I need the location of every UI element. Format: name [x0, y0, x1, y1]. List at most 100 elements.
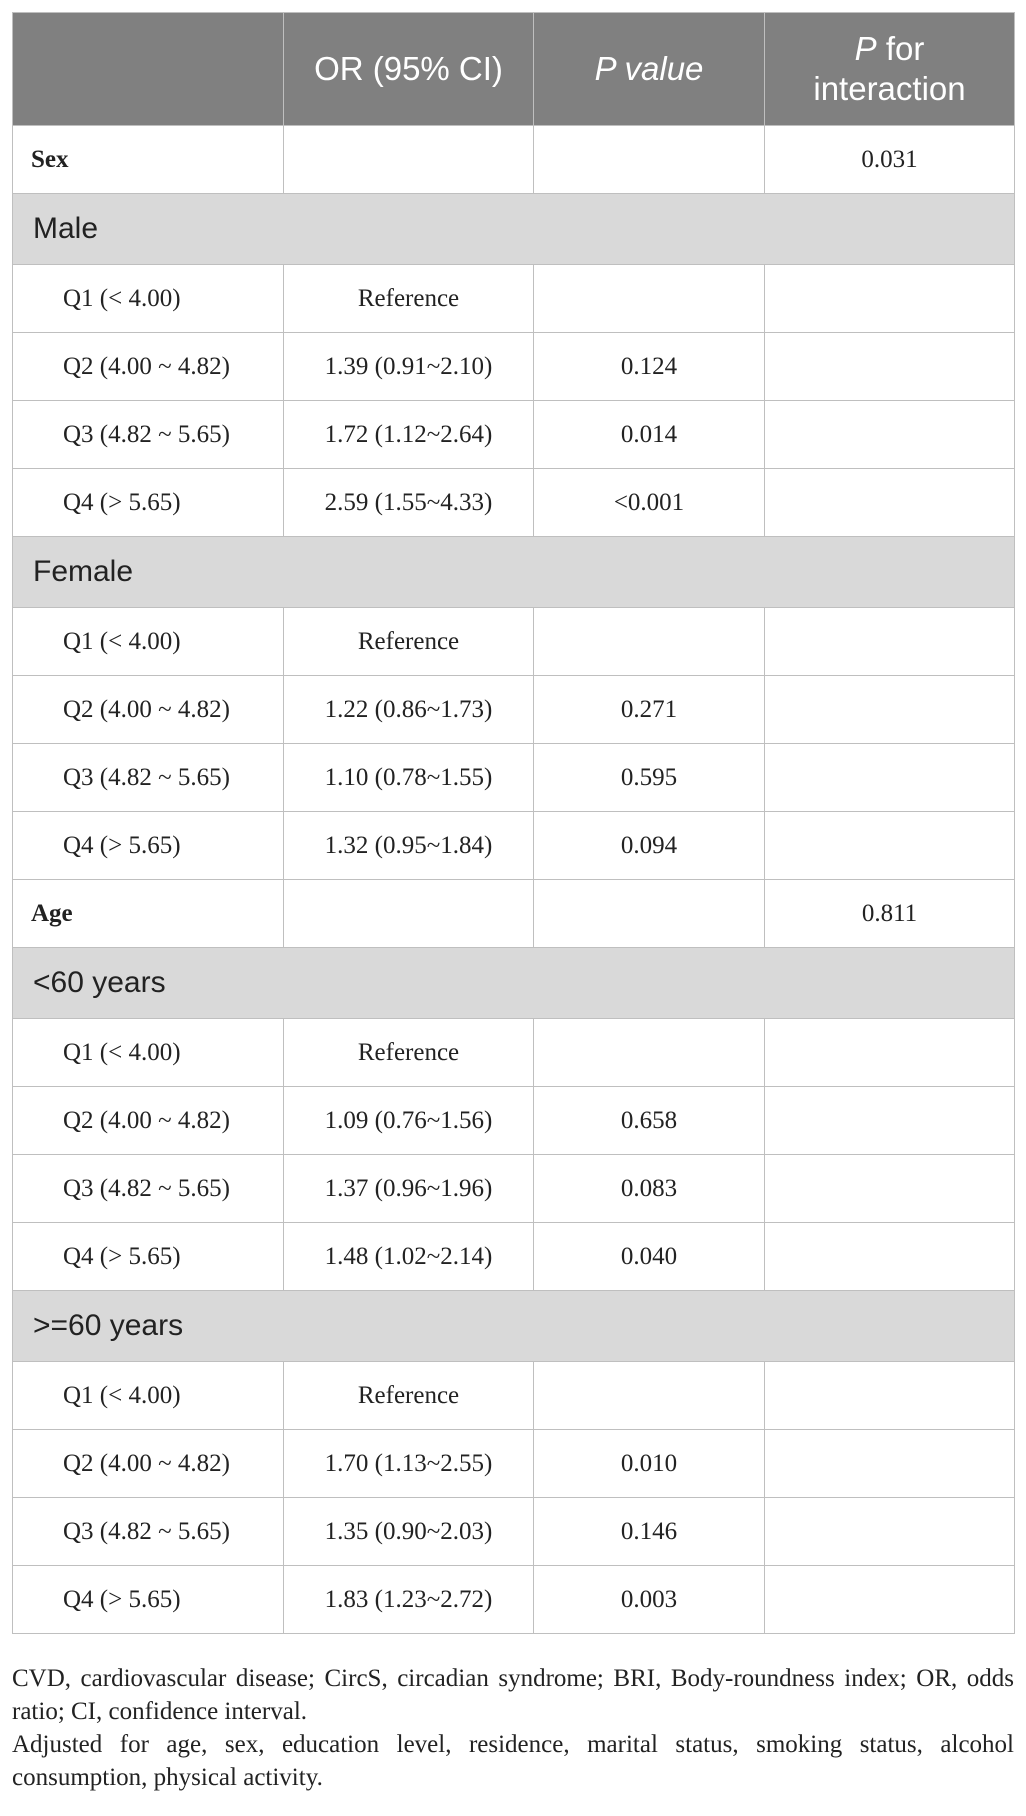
p-cell: 0.010 [533, 1429, 765, 1498]
cell [764, 743, 1015, 812]
or-cell: Reference [283, 1018, 534, 1087]
or-cell: 1.48 (1.02~2.14) [283, 1222, 534, 1291]
row-label: Q1 (< 4.00) [12, 1018, 284, 1087]
row-label: Q3 (4.82 ~ 5.65) [12, 1497, 284, 1566]
header-or: OR (95% CI) [283, 12, 534, 126]
p-cell: <0.001 [533, 468, 765, 537]
cell [283, 879, 534, 948]
data-row: Q2 (4.00 ~ 4.82) 1.39 (0.91~2.10) 0.124 [12, 332, 1015, 401]
row-label: Q3 (4.82 ~ 5.65) [12, 743, 284, 812]
data-row: Q2 (4.00 ~ 4.82) 1.70 (1.13~2.55) 0.010 [12, 1429, 1015, 1498]
p-cell: 0.124 [533, 332, 765, 401]
p-cell: 0.094 [533, 811, 765, 880]
group-row: <60 years [12, 947, 1015, 1019]
cell [764, 607, 1015, 676]
data-row: Q4 (> 5.65) 1.32 (0.95~1.84) 0.094 [12, 811, 1015, 880]
or-cell: 1.39 (0.91~2.10) [283, 332, 534, 401]
row-label: Q4 (> 5.65) [12, 1222, 284, 1291]
data-row: Q3 (4.82 ~ 5.65) 1.35 (0.90~2.03) 0.146 [12, 1497, 1015, 1566]
p-cell: 0.014 [533, 400, 765, 469]
row-label: Q2 (4.00 ~ 4.82) [12, 332, 284, 401]
row-label: Q1 (< 4.00) [12, 264, 284, 333]
group-label: Female [12, 536, 1015, 608]
cell [764, 1222, 1015, 1291]
table-body: Sex 0.031 Male Q1 (< 4.00) Reference Q2 (4.00… [12, 125, 1015, 1634]
footnote: Adjusted for age, sex, education level, … [12, 1731, 1014, 1791]
data-row: Q1 (< 4.00) Reference [12, 1361, 1015, 1430]
p-cell: 0.083 [533, 1154, 765, 1223]
data-row: Q1 (< 4.00) Reference [12, 264, 1015, 333]
cell [764, 1086, 1015, 1155]
data-row: Q4 (> 5.65) 2.59 (1.55~4.33) <0.001 [12, 468, 1015, 537]
cell [764, 1361, 1015, 1430]
cell [764, 1018, 1015, 1087]
row-label: Q1 (< 4.00) [12, 607, 284, 676]
p-cell [533, 264, 765, 333]
p-cell: 0.003 [533, 1565, 765, 1634]
data-row: Q3 (4.82 ~ 5.65) 1.72 (1.12~2.64) 0.014 [12, 400, 1015, 469]
or-cell: 1.10 (0.78~1.55) [283, 743, 534, 812]
cell [764, 675, 1015, 744]
group-label: <60 years [12, 947, 1015, 1019]
row-label: Q2 (4.00 ~ 4.82) [12, 1086, 284, 1155]
cell [764, 468, 1015, 537]
cell [283, 125, 534, 194]
or-cell: 1.72 (1.12~2.64) [283, 400, 534, 469]
cell [764, 264, 1015, 333]
group-row: Female [12, 536, 1015, 608]
or-cell: 1.32 (0.95~1.84) [283, 811, 534, 880]
p-cell [533, 1018, 765, 1087]
section-row: Age 0.811 [12, 879, 1015, 948]
p-cell [533, 1361, 765, 1430]
or-cell: 1.83 (1.23~2.72) [283, 1565, 534, 1634]
cell [764, 1497, 1015, 1566]
group-label: >=60 years [12, 1290, 1015, 1362]
data-row: Q1 (< 4.00) Reference [12, 1018, 1015, 1087]
p-cell: 0.595 [533, 743, 765, 812]
or-cell: 1.37 (0.96~1.96) [283, 1154, 534, 1223]
row-label: Q3 (4.82 ~ 5.65) [12, 400, 284, 469]
header-p-value: P value [533, 12, 765, 126]
group-row: >=60 years [12, 1290, 1015, 1362]
cell [764, 1429, 1015, 1498]
cell [764, 400, 1015, 469]
cell [533, 125, 765, 194]
data-row: Q2 (4.00 ~ 4.82) 1.22 (0.86~1.73) 0.271 [12, 675, 1015, 744]
p-interaction: 0.031 [764, 125, 1015, 194]
header-p-interaction: P for interaction [764, 12, 1015, 126]
or-cell: Reference [283, 607, 534, 676]
row-label: Q4 (> 5.65) [12, 811, 284, 880]
results-table: OR (95% CI) P value P for interaction Se… [12, 12, 1015, 1634]
or-cell: 1.70 (1.13~2.55) [283, 1429, 534, 1498]
row-label: Q2 (4.00 ~ 4.82) [12, 1429, 284, 1498]
data-row: Q4 (> 5.65) 1.83 (1.23~2.72) 0.003 [12, 1565, 1015, 1634]
data-row: Q3 (4.82 ~ 5.65) 1.37 (0.96~1.96) 0.083 [12, 1154, 1015, 1223]
p-cell [533, 607, 765, 676]
p-cell: 0.146 [533, 1497, 765, 1566]
header-p-rest: for interaction [813, 30, 966, 107]
or-cell: 1.35 (0.90~2.03) [283, 1497, 534, 1566]
footnotes: CVD, cardiovascular disease; CircS, circ… [12, 1662, 1014, 1794]
p-cell: 0.658 [533, 1086, 765, 1155]
cell [764, 811, 1015, 880]
row-label: Q1 (< 4.00) [12, 1361, 284, 1430]
row-label: Q4 (> 5.65) [12, 1565, 284, 1634]
group-label: Male [12, 193, 1015, 265]
section-label: Sex [12, 125, 284, 194]
p-interaction: 0.811 [764, 879, 1015, 948]
or-cell: Reference [283, 1361, 534, 1430]
data-row: Q1 (< 4.00) Reference [12, 607, 1015, 676]
section-label: Age [12, 879, 284, 948]
header-p-italic: P [854, 30, 877, 67]
data-row: Q4 (> 5.65) 1.48 (1.02~2.14) 0.040 [12, 1222, 1015, 1291]
row-label: Q4 (> 5.65) [12, 468, 284, 537]
cell [533, 879, 765, 948]
cell [764, 332, 1015, 401]
or-cell: 1.22 (0.86~1.73) [283, 675, 534, 744]
or-cell: 2.59 (1.55~4.33) [283, 468, 534, 537]
header-row: OR (95% CI) P value P for interaction [12, 12, 1015, 126]
p-cell: 0.271 [533, 675, 765, 744]
header-empty [12, 12, 284, 126]
row-label: Q3 (4.82 ~ 5.65) [12, 1154, 284, 1223]
